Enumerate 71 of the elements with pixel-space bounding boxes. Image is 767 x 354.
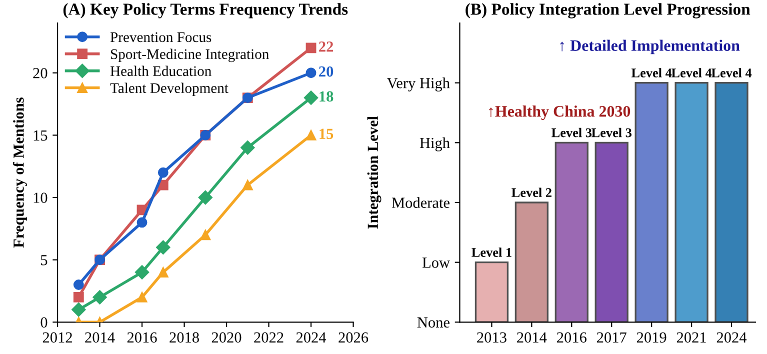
y-tick-label: 10	[34, 192, 48, 203]
x-tick-label: 2022	[254, 332, 284, 343]
data-label: Level 3	[592, 128, 632, 138]
data-label: 22	[319, 41, 334, 52]
annotation: ↑Healthy China 2030	[489, 105, 630, 120]
chart-title: (B) Policy Integration Level Progression	[466, 3, 750, 18]
data-label: Level 3	[552, 128, 592, 138]
y-tick-label: 5	[41, 255, 48, 266]
point	[156, 240, 170, 254]
x-tick-label: 2014	[85, 332, 115, 343]
category-label: None	[417, 317, 450, 328]
bar	[474, 261, 509, 322]
point	[200, 230, 211, 240]
data-label: 15	[320, 128, 334, 140]
y-axis-title: Integration Level	[367, 116, 382, 229]
x-tick-label: 2013	[477, 332, 506, 343]
x-tick-label: 2012	[42, 332, 72, 343]
legend-label: Sport-Medicine Integration	[111, 48, 269, 62]
data-label: Level 2	[512, 188, 552, 198]
point	[73, 292, 84, 302]
category-label: Very High	[386, 78, 450, 92]
point	[73, 280, 84, 290]
point	[136, 292, 148, 302]
point	[72, 302, 86, 317]
legend-label: Health Education	[110, 66, 212, 76]
y-tick-label: 0	[40, 317, 48, 328]
y-tick-label: 20	[33, 68, 48, 78]
bar	[514, 202, 549, 322]
point	[158, 267, 168, 278]
x-tick-label: 2016	[127, 332, 157, 343]
y-axis-title: Frequency of Mentions	[12, 98, 27, 248]
bar	[674, 82, 708, 322]
category-label: High	[420, 137, 450, 152]
point	[306, 130, 316, 140]
x-tick-label: 2018	[170, 332, 199, 343]
x-tick-label: 2017	[597, 332, 626, 343]
data-label: Level 4	[711, 68, 752, 78]
data-label: Level 1	[472, 248, 512, 257]
x-tick-label: 2024	[716, 332, 747, 343]
legend-label: Talent Development	[110, 82, 228, 96]
x-tick-label: 2014	[517, 332, 547, 343]
point	[306, 68, 316, 78]
annotation: ↑ Detailed Implementation	[560, 40, 740, 54]
category-label: Low	[422, 258, 450, 268]
point	[242, 180, 253, 190]
data-label: Level 4	[631, 68, 672, 78]
bar	[634, 82, 668, 322]
bar	[594, 142, 628, 322]
x-tick-label: 2026	[338, 332, 368, 343]
point	[136, 217, 148, 228]
point	[240, 140, 255, 155]
point	[92, 290, 107, 304]
y-tick-label: 15	[34, 130, 48, 141]
x-tick-label: 2024	[296, 332, 326, 343]
point	[134, 265, 150, 280]
chart-title: (A) Key Policy Terms Frequency Trends	[63, 3, 348, 18]
bar	[714, 82, 748, 322]
legend-label: Prevention Focus	[110, 32, 212, 42]
x-tick-label: 2020	[212, 332, 242, 343]
point	[306, 42, 316, 54]
x-tick-label: 2019	[636, 332, 666, 343]
category-label: Moderate	[392, 197, 450, 208]
x-tick-label: 2016	[557, 332, 586, 343]
point	[158, 167, 168, 178]
data-label: Level 4	[671, 68, 712, 78]
point	[198, 190, 212, 205]
bar	[554, 142, 588, 322]
point	[304, 90, 318, 105]
x-tick-label: 2021	[676, 332, 706, 343]
data-label: 20	[319, 66, 334, 77]
data-label: 18	[320, 91, 334, 102]
